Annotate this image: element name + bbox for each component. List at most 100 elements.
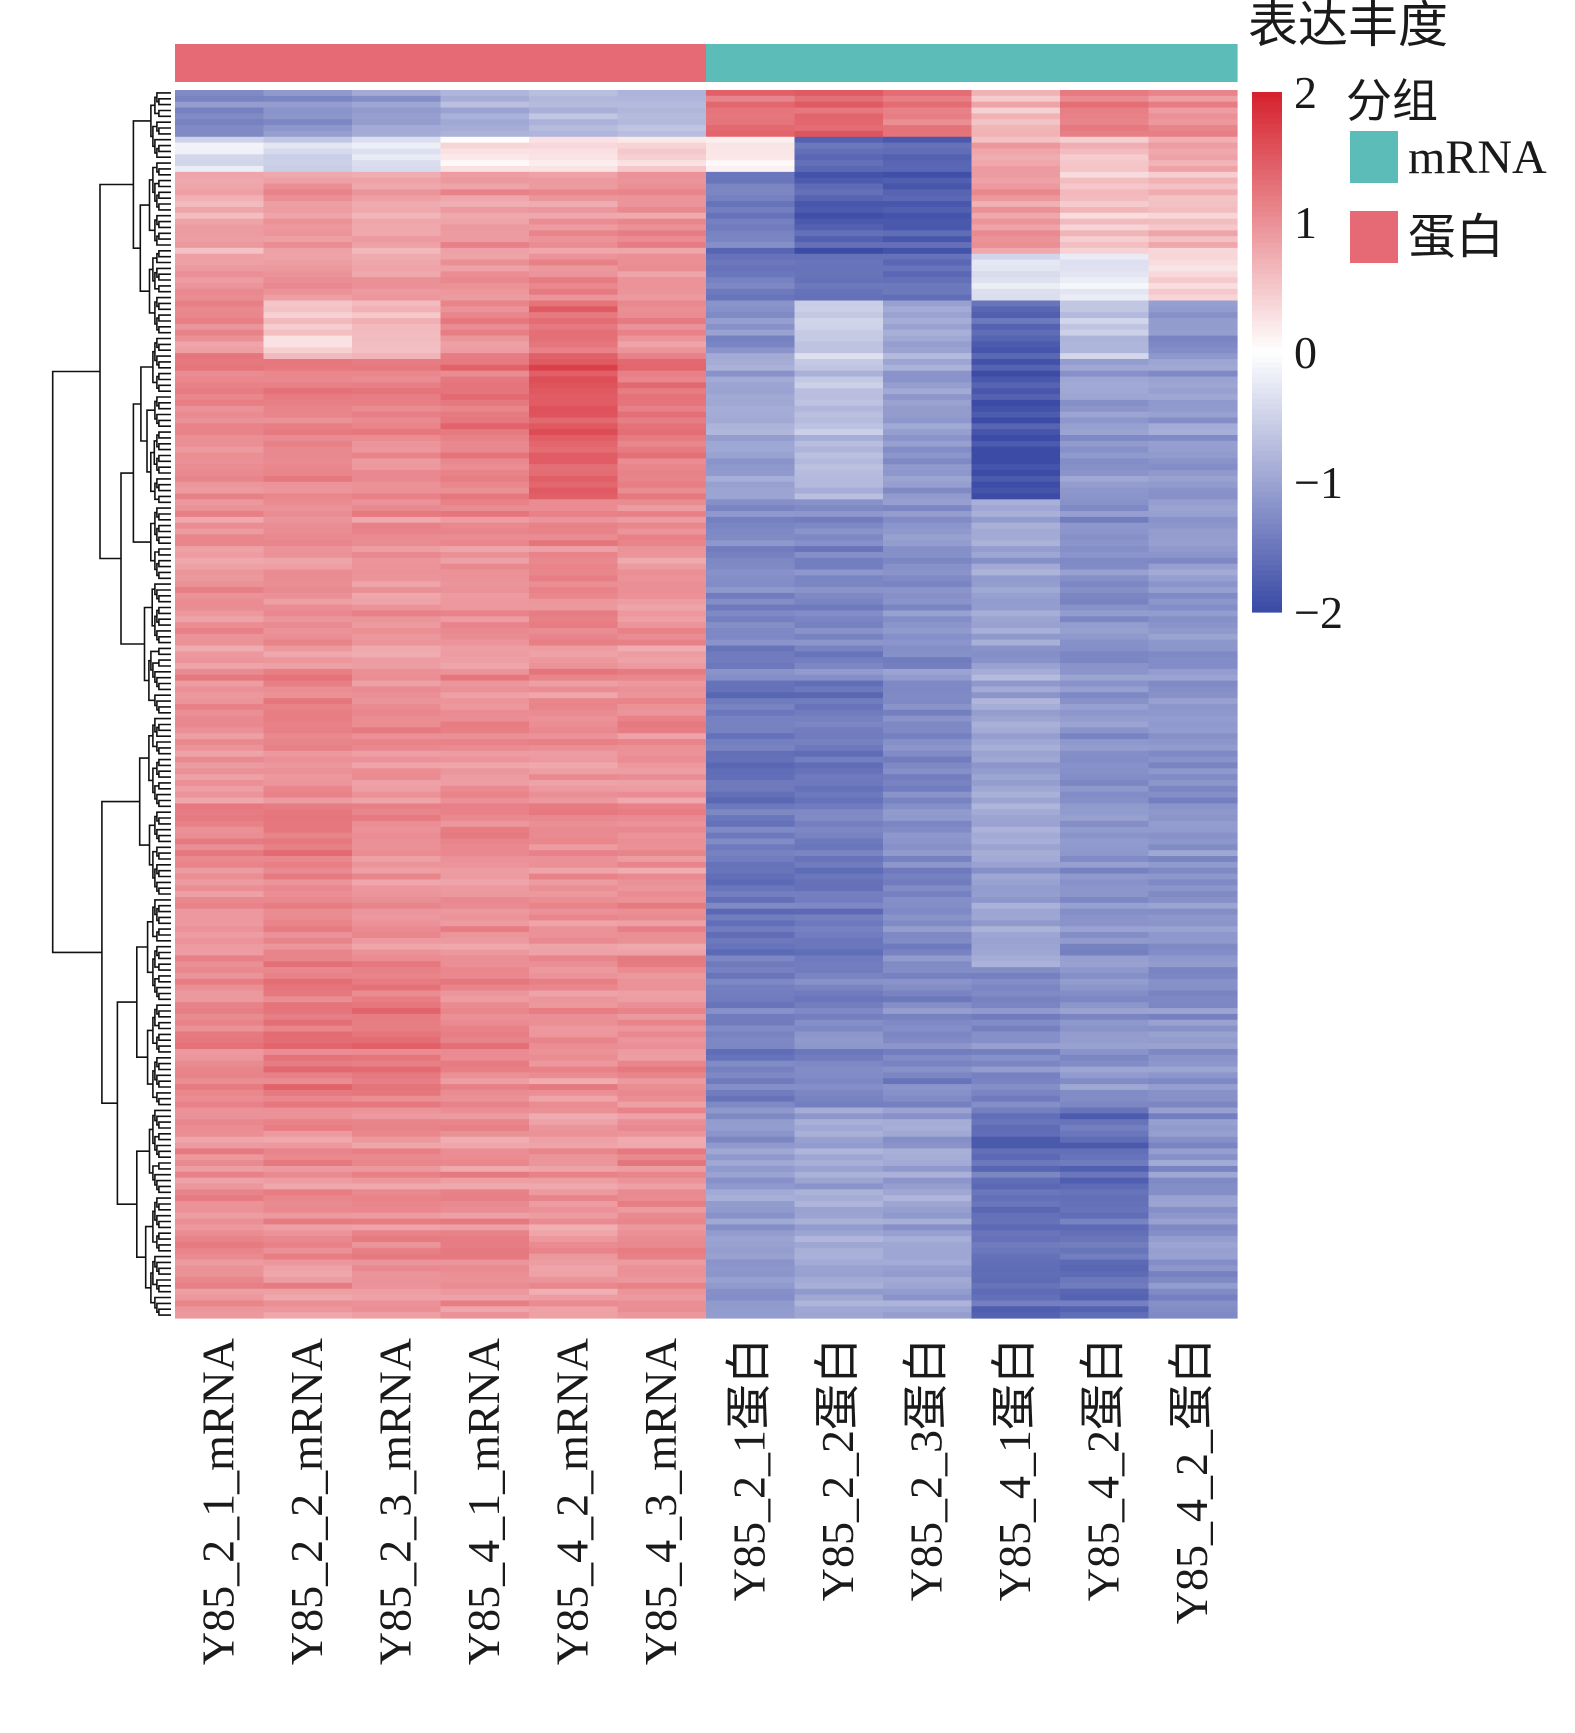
heatmap-cell: [440, 803, 530, 810]
colorbar-tick-label: −1: [1294, 457, 1343, 508]
dendrogram-branch: [158, 302, 171, 311]
heatmap-cell: [440, 236, 530, 243]
heatmap-cell: [352, 832, 442, 840]
heatmap-cell: [529, 113, 619, 120]
colorbar-segment: [1252, 294, 1282, 301]
heatmap-cell: [971, 435, 1061, 442]
heatmap-cell: [1060, 1165, 1150, 1173]
heatmap-cell: [971, 177, 1061, 185]
heatmap-cell: [971, 1165, 1061, 1173]
heatmap-cell: [617, 1037, 707, 1044]
heatmap-cell: [617, 686, 707, 693]
heatmap-cell: [794, 563, 884, 571]
heatmap-cell: [1148, 1236, 1238, 1243]
heatmap-cell: [1148, 1224, 1238, 1231]
heatmap-cell: [883, 563, 973, 571]
column-label: Y85_4_1_mRNA: [458, 1338, 509, 1665]
heatmap-cell: [883, 212, 973, 220]
heatmap-cell: [706, 540, 796, 547]
heatmap-cell: [794, 277, 884, 284]
heatmap-cell: [352, 177, 442, 185]
heatmap-cell: [175, 832, 265, 840]
heatmap-cell: [352, 1049, 442, 1056]
heatmap-cell: [440, 592, 530, 600]
heatmap-cell: [794, 1043, 884, 1050]
heatmap-cell: [352, 622, 442, 629]
heatmap-cell: [175, 464, 265, 471]
heatmap-cell: [352, 1201, 442, 1208]
heatmap-cell: [440, 581, 530, 588]
heatmap-cell: [1148, 1089, 1238, 1097]
heatmap-cell: [175, 1300, 265, 1307]
heatmap-cell: [529, 1236, 619, 1243]
heatmap-cell: [794, 908, 884, 916]
heatmap-cell: [352, 1230, 442, 1237]
heatmap-cell: [440, 756, 530, 764]
heatmap-cell: [706, 212, 796, 220]
heatmap-cell: [175, 475, 265, 483]
heatmap-cell: [706, 224, 796, 231]
heatmap-cell: [263, 1201, 353, 1208]
heatmap-cell: [352, 698, 442, 705]
heatmap-cell: [352, 949, 442, 957]
heatmap-cell: [175, 949, 265, 957]
heatmap-cell: [794, 733, 884, 740]
heatmap-cell: [1060, 148, 1150, 155]
heatmap-cell: [529, 247, 619, 255]
heatmap-cell: [175, 1171, 265, 1179]
heatmap-cell: [617, 394, 707, 401]
heatmap-cell: [1148, 797, 1238, 805]
heatmap-cell: [883, 680, 973, 688]
heatmap-cell: [617, 791, 707, 799]
heatmap-cell: [617, 1013, 707, 1021]
heatmap-cell: [1060, 1189, 1150, 1196]
heatmap-cell: [529, 996, 619, 1003]
heatmap-cell: [352, 230, 442, 237]
heatmap-cell: [175, 1019, 265, 1027]
heatmap-cell: [794, 475, 884, 483]
heatmap-cell: [175, 639, 265, 647]
heatmap-cell: [175, 932, 265, 939]
heatmap-cell: [1060, 1306, 1150, 1313]
heatmap-cell: [352, 370, 442, 378]
heatmap-cell: [1148, 569, 1238, 576]
heatmap-cell: [1060, 984, 1150, 992]
heatmap-cell: [883, 1095, 973, 1103]
heatmap-cell: [706, 803, 796, 810]
heatmap-cell: [794, 978, 884, 986]
heatmap-cell: [794, 335, 884, 343]
heatmap-cell: [263, 809, 353, 816]
heatmap-cell: [1060, 639, 1150, 647]
colorbar-segment: [1252, 383, 1282, 389]
heatmap-cell: [175, 306, 265, 313]
heatmap-cell: [175, 148, 265, 155]
heatmap-cell: [440, 125, 530, 132]
heatmap-cell: [263, 838, 353, 845]
heatmap-cell: [352, 972, 442, 980]
heatmap-cell: [263, 475, 353, 483]
heatmap-cell: [971, 95, 1061, 103]
heatmap-cell: [175, 224, 265, 231]
heatmap-cell: [175, 247, 265, 255]
heatmap-cell: [1060, 294, 1150, 302]
heatmap-cell: [706, 1230, 796, 1237]
heatmap-cell: [706, 1300, 796, 1307]
heatmap-cell: [1148, 253, 1238, 261]
heatmap-cell: [263, 312, 353, 319]
heatmap-cell: [1060, 1095, 1150, 1103]
heatmap-cell: [883, 616, 973, 623]
heatmap-cell: [352, 1107, 442, 1114]
heatmap-cell: [971, 119, 1061, 126]
heatmap-cell: [175, 1013, 265, 1021]
heatmap-cell: [971, 861, 1061, 869]
heatmap-cell: [440, 657, 530, 664]
heatmap-cell: [263, 1253, 353, 1261]
heatmap-cell: [883, 458, 973, 465]
heatmap-cell: [883, 1195, 973, 1202]
heatmap-cell: [175, 867, 265, 875]
heatmap-cell: [706, 177, 796, 185]
colorbar-segment: [1252, 92, 1282, 98]
heatmap-cell: [263, 1049, 353, 1056]
heatmap-cell: [263, 1054, 353, 1062]
heatmap-cell: [706, 481, 796, 489]
